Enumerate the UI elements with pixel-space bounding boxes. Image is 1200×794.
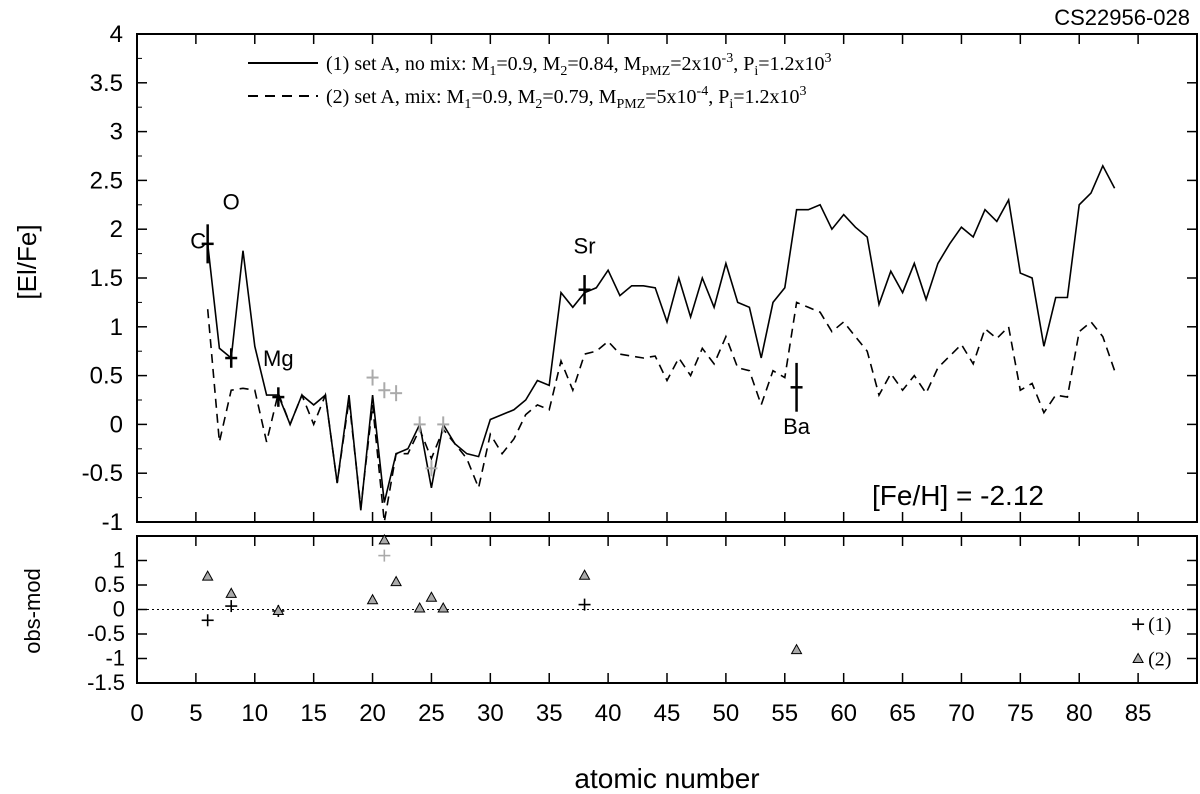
top-y-tick-label: 2 <box>110 216 123 243</box>
x-axis-label: atomic number <box>574 763 759 794</box>
bottom-y-tick-label: -1 <box>105 646 125 671</box>
bottom-x-tick-label: 0 <box>130 700 143 727</box>
legend-label-1: (1) <box>1148 614 1171 636</box>
residual-triangle <box>390 575 402 587</box>
bottom-x-tick-label: 15 <box>300 700 327 727</box>
bottom-y-tick-label: 0 <box>113 597 125 622</box>
top-y-tick-label: 0 <box>110 411 123 438</box>
element-label: O <box>223 190 240 215</box>
bottom-x-tick-label: 60 <box>830 700 857 727</box>
bottom-x-tick-label: 70 <box>948 700 975 727</box>
bottom-x-tick-label: 5 <box>189 700 202 727</box>
bottom-y-tick-label: -0.5 <box>87 621 125 646</box>
bottom-legend: (1) (2) <box>1132 614 1171 671</box>
top-series <box>206 163 1116 522</box>
bottom-x-tick-label: 55 <box>771 700 798 727</box>
bottom-x-tick-label: 45 <box>654 700 681 727</box>
bottom-x-tick-label: 75 <box>1007 700 1034 727</box>
metallicity-annotation: [Fe/H] = -2.12 <box>872 480 1044 511</box>
bottom-x-tick-label: 30 <box>477 700 504 727</box>
legend: (1) set A, no mix: M1=0.9, M2=0.84, MPMZ… <box>248 51 832 112</box>
top-y-tick-label: 2.5 <box>90 167 123 194</box>
element-label: Mg <box>263 346 294 371</box>
bottom-y-tick-label: -1.5 <box>87 670 125 695</box>
bottom-ticks: -1.5-1-0.500.510 5 10 15 20 25 30 35 40 45 50 55 60 6… <box>87 536 1197 727</box>
bottom-x-tick-label: 25 <box>418 700 445 727</box>
series-line-mix <box>206 301 1116 522</box>
bottom-x-tick-label: 20 <box>359 700 386 727</box>
bottom-y-tick-label: 0.5 <box>94 572 125 597</box>
top-y-axis-label: [El/Fe] <box>12 224 42 299</box>
bottom-y-tick-label: 1 <box>113 548 125 573</box>
top-y-tick-label: -0.5 <box>82 460 123 487</box>
bottom-x-tick-label: 85 <box>1125 700 1152 727</box>
chart-title: CS22956-028 <box>1054 5 1190 30</box>
residual-triangle <box>225 587 238 598</box>
top-y-tick-label: 3 <box>110 119 123 146</box>
bottom-x-tick-label: 40 <box>595 700 622 727</box>
residual-triangle <box>425 591 438 602</box>
legend-entry-1: (1) set A, no mix: M1=0.9, M2=0.84, MPMZ… <box>326 51 832 79</box>
residual-triangle <box>366 593 379 605</box>
legend-entry-2: (2) set A, mix: M1=0.9, M2=0.79, MPMZ=5x… <box>326 84 807 112</box>
bottom-x-tick-label: 65 <box>889 700 916 727</box>
residual-triangle <box>201 570 214 581</box>
top-y-ticks: -1 -0.5 0 0.5 1 1.5 2 2.5 3 3.5 4 <box>82 21 1197 536</box>
residual-triangle <box>790 643 803 655</box>
residual-triangle <box>272 604 285 615</box>
top-y-tick-label: 1 <box>110 314 123 341</box>
top-y-tick-label: 4 <box>110 21 123 48</box>
top-y-tick-label: 1.5 <box>90 265 123 292</box>
element-label: Ba <box>783 414 811 439</box>
top-y-tick-label: -1 <box>102 509 123 536</box>
element-labels: CO Mg Sr Ba <box>190 190 810 439</box>
bottom-series <box>201 533 803 655</box>
bottom-x-tick-label: 80 <box>1066 700 1093 727</box>
residual-triangle <box>413 602 426 613</box>
residual-triangle <box>378 533 391 545</box>
top-y-tick-label: 0.5 <box>90 363 123 390</box>
element-label: Sr <box>574 234 596 259</box>
residual-triangle <box>578 569 591 580</box>
element-label: C <box>190 229 206 254</box>
bottom-y-axis-label: obs-mod <box>20 568 45 654</box>
bottom-x-tick-label: 10 <box>241 700 268 727</box>
residual-triangle <box>437 602 450 613</box>
legend-triangle-marker <box>1132 652 1144 663</box>
top-y-tick-label: 3.5 <box>90 70 123 97</box>
bottom-x-tick-label: 35 <box>536 700 563 727</box>
legend-label-2: (2) <box>1148 649 1171 671</box>
top-observations <box>201 224 803 477</box>
bottom-x-tick-label: 50 <box>713 700 740 727</box>
series-line-no-mix <box>206 163 1116 511</box>
